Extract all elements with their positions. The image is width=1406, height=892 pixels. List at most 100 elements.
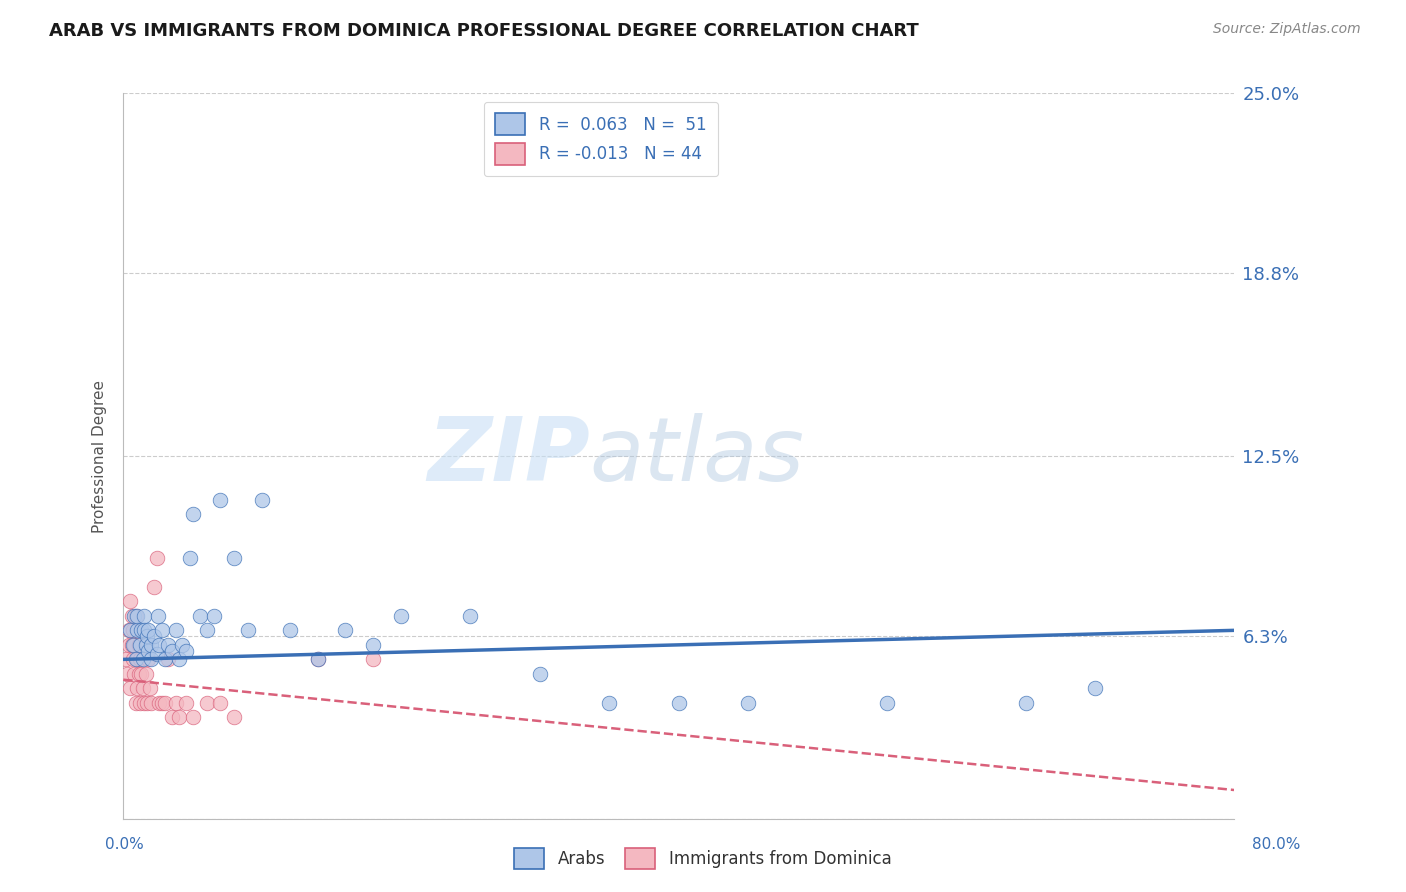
- Point: [181, 508, 204, 522]
- Point: [135, 629, 157, 643]
- Point: [125, 652, 148, 666]
- Point: [136, 624, 159, 638]
- Point: [139, 638, 162, 652]
- Point: [125, 608, 148, 623]
- Point: [128, 638, 150, 652]
- Point: [389, 608, 412, 623]
- Point: [737, 696, 759, 710]
- Point: [121, 608, 143, 623]
- Point: [209, 492, 232, 507]
- Point: [156, 638, 179, 652]
- Point: [156, 652, 179, 666]
- Point: [165, 624, 187, 638]
- Point: [150, 624, 173, 638]
- Point: [118, 624, 141, 638]
- Point: [148, 638, 170, 652]
- Point: [170, 638, 193, 652]
- Point: [250, 492, 273, 507]
- Point: [122, 624, 145, 638]
- Y-axis label: Professional Degree: Professional Degree: [93, 380, 107, 533]
- Text: atlas: atlas: [589, 413, 804, 500]
- Point: [335, 624, 357, 638]
- Point: [179, 550, 201, 565]
- Point: [129, 638, 152, 652]
- Point: [361, 652, 384, 666]
- Point: [124, 608, 146, 623]
- Point: [129, 696, 152, 710]
- Point: [125, 696, 148, 710]
- Point: [136, 652, 159, 666]
- Point: [128, 666, 150, 681]
- Point: [165, 696, 187, 710]
- Point: [134, 638, 156, 652]
- Point: [307, 652, 329, 666]
- Point: [122, 652, 145, 666]
- Point: [167, 652, 190, 666]
- Point: [127, 681, 149, 696]
- Point: [120, 624, 142, 638]
- Point: [139, 696, 162, 710]
- Point: [1015, 696, 1038, 710]
- Point: [202, 608, 225, 623]
- Point: [120, 681, 142, 696]
- Point: [307, 652, 329, 666]
- Text: ARAB VS IMMIGRANTS FROM DOMINICA PROFESSIONAL DEGREE CORRELATION CHART: ARAB VS IMMIGRANTS FROM DOMINICA PROFESS…: [49, 22, 920, 40]
- Point: [145, 647, 167, 661]
- Point: [134, 666, 156, 681]
- Text: ZIP: ZIP: [427, 413, 589, 500]
- Point: [188, 608, 211, 623]
- Point: [127, 652, 149, 666]
- Point: [195, 624, 218, 638]
- Point: [122, 638, 145, 652]
- Point: [529, 666, 551, 681]
- Point: [598, 696, 620, 710]
- Point: [134, 624, 156, 638]
- Point: [160, 710, 183, 724]
- Point: [1084, 681, 1107, 696]
- Point: [195, 696, 218, 710]
- Point: [127, 624, 149, 638]
- Text: 80.0%: 80.0%: [1253, 838, 1301, 852]
- Point: [120, 594, 142, 608]
- Point: [181, 710, 204, 724]
- Point: [238, 624, 260, 638]
- Point: [118, 638, 141, 652]
- Point: [115, 652, 138, 666]
- Point: [460, 608, 482, 623]
- Point: [278, 624, 301, 638]
- Point: [139, 652, 162, 666]
- Point: [209, 696, 232, 710]
- Point: [174, 696, 197, 710]
- Point: [138, 681, 160, 696]
- Point: [224, 710, 246, 724]
- Point: [131, 624, 153, 638]
- Point: [132, 681, 155, 696]
- Point: [134, 696, 156, 710]
- Text: Source: ZipAtlas.com: Source: ZipAtlas.com: [1213, 22, 1361, 37]
- Point: [153, 696, 176, 710]
- Point: [150, 696, 173, 710]
- Point: [124, 638, 146, 652]
- Point: [142, 629, 165, 643]
- Point: [136, 643, 159, 657]
- Point: [117, 666, 139, 681]
- Point: [224, 550, 246, 565]
- Legend: R =  0.063   N =  51, R = -0.013   N = 44: R = 0.063 N = 51, R = -0.013 N = 44: [484, 102, 718, 177]
- Legend: Arabs, Immigrants from Dominica: Arabs, Immigrants from Dominica: [505, 838, 901, 880]
- Text: 0.0%: 0.0%: [105, 838, 145, 852]
- Point: [124, 666, 146, 681]
- Point: [134, 608, 156, 623]
- Point: [129, 652, 152, 666]
- Point: [132, 652, 155, 666]
- Point: [121, 638, 143, 652]
- Point: [361, 638, 384, 652]
- Point: [174, 643, 197, 657]
- Point: [131, 666, 153, 681]
- Point: [148, 696, 170, 710]
- Point: [142, 580, 165, 594]
- Point: [135, 696, 157, 710]
- Point: [167, 710, 190, 724]
- Point: [145, 550, 167, 565]
- Point: [127, 608, 149, 623]
- Point: [876, 696, 898, 710]
